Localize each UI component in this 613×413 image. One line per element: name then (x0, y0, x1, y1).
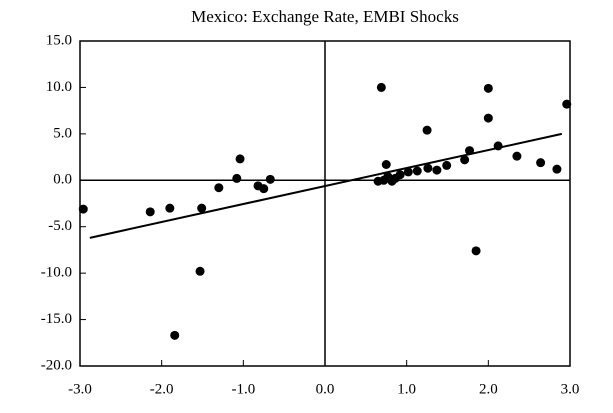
point (165, 203, 175, 213)
point (483, 83, 493, 93)
point (442, 160, 452, 170)
point (170, 330, 180, 340)
x-tick-label: 3.0 (561, 381, 580, 397)
point (395, 170, 405, 180)
y-tick-label: -5.0 (48, 218, 72, 234)
y-tick-label: 15.0 (46, 32, 72, 48)
x-tick-label: 0.0 (316, 381, 335, 397)
point (412, 166, 422, 176)
point (422, 125, 432, 135)
y-tick-label: -20.0 (41, 357, 72, 373)
point (376, 82, 386, 92)
point (214, 183, 224, 193)
point (483, 113, 493, 123)
point (383, 172, 393, 182)
point (259, 184, 269, 194)
point (552, 164, 562, 174)
chart-title: Mexico: Exchange Rate, EMBI Shocks (191, 7, 459, 26)
x-tick-label: 2.0 (479, 381, 498, 397)
point (373, 176, 383, 186)
point (562, 99, 572, 109)
point (423, 163, 433, 173)
x-tick-label: 1.0 (397, 381, 416, 397)
point (432, 165, 442, 175)
point (232, 173, 242, 183)
fit-line (89, 132, 563, 239)
point (460, 155, 470, 165)
point (78, 204, 88, 214)
y-tick-label: 10.0 (46, 79, 72, 95)
point (145, 207, 155, 217)
point (403, 167, 413, 177)
point (471, 246, 481, 256)
y-tick-label: 5.0 (53, 125, 72, 141)
x-tick-label: -3.0 (68, 381, 92, 397)
y-tick-label: -10.0 (41, 265, 72, 281)
point (197, 203, 207, 213)
point (195, 266, 205, 276)
point (381, 160, 391, 169)
point (512, 151, 522, 161)
point (536, 158, 546, 168)
y-tick-label: 0.0 (53, 172, 72, 188)
x-tick-label: -2.0 (150, 381, 174, 397)
x-tick-label: -1.0 (231, 381, 255, 397)
y-tick-label: -15.0 (41, 311, 72, 327)
point (265, 174, 275, 184)
point (235, 154, 245, 164)
